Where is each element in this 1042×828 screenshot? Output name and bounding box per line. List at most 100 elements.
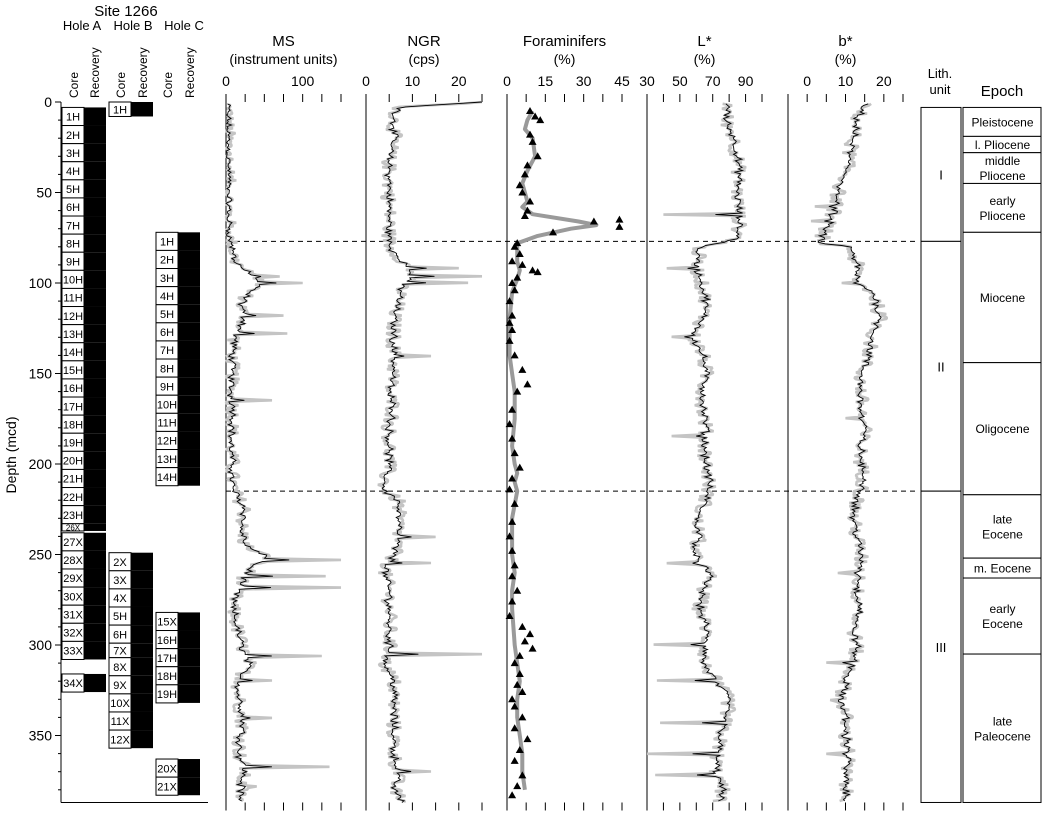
depth-tick-label: 100 <box>29 275 53 291</box>
foraminifers-point <box>513 387 522 395</box>
foraminifers-point <box>526 107 534 115</box>
epoch-label: m. Eocene <box>974 562 1032 576</box>
hole-b-label: Hole B <box>113 18 152 33</box>
foraminifers-point <box>508 474 517 482</box>
recovery-bar <box>84 433 106 452</box>
core-label: 34X <box>63 678 83 690</box>
panel-tick-label: 30 <box>639 73 655 89</box>
panel-title: MS <box>272 33 295 50</box>
recovery-bar <box>131 711 153 731</box>
core-label: 22H <box>63 492 83 504</box>
recovery-bar <box>84 568 106 588</box>
foraminifers-point <box>508 279 517 286</box>
foraminifers-point <box>508 311 517 319</box>
recovery-bar <box>84 252 106 271</box>
foraminifers-point <box>531 112 540 120</box>
recovery-bar <box>84 270 106 289</box>
panel-unit: (%) <box>694 51 716 67</box>
foraminifers-point <box>518 365 527 373</box>
core-label: 2X <box>113 557 127 569</box>
foraminifers-point <box>520 170 529 178</box>
panel-unit: (%) <box>554 51 576 67</box>
depth-tick-label: 50 <box>36 185 52 201</box>
recovery-bar <box>84 216 106 235</box>
panel-tick-label: 20 <box>451 73 467 89</box>
core-label: 13H <box>157 454 177 466</box>
foraminifers-point <box>505 420 514 428</box>
foraminifers-point <box>526 197 534 205</box>
recovery-bar <box>84 161 106 180</box>
recovery-bar <box>131 730 153 749</box>
foraminifers-point <box>505 612 514 620</box>
depth-tick-label: 200 <box>29 456 53 472</box>
epoch-label: Paleocene <box>974 729 1031 743</box>
core-label: 14H <box>63 347 83 359</box>
epoch-box <box>962 362 1042 496</box>
log-panel: b*(%) 0 10 20 <box>787 33 904 811</box>
foraminifers-point <box>549 228 557 236</box>
core-label: 1H <box>66 112 80 124</box>
recovery-bar <box>178 648 200 667</box>
panel-title: b* <box>838 33 852 50</box>
epoch-label: l. Pliocene <box>975 138 1031 152</box>
foraminifers-point <box>505 485 514 493</box>
panel-tick-label: 15 <box>538 73 554 89</box>
core-label: 16H <box>63 383 83 395</box>
foraminifers-point <box>533 268 542 276</box>
foraminifers-point <box>505 318 514 326</box>
lith-header-line2: unit <box>930 82 951 97</box>
epoch-header: Epoch <box>981 83 1024 100</box>
hole-c-core-header: Core <box>161 72 175 98</box>
recovery-bar <box>131 606 153 626</box>
panel-title: NGR <box>407 33 441 50</box>
foraminifers-point <box>515 463 524 471</box>
core-label: 6H <box>160 327 174 339</box>
recovery-bar <box>131 625 153 644</box>
core-label: 26X <box>66 523 81 532</box>
recovery-bar <box>84 550 106 569</box>
recovery-bar <box>131 570 153 589</box>
core-label: 4X <box>113 593 127 605</box>
foraminifers-point <box>589 217 598 225</box>
core-label: 19H <box>157 689 177 701</box>
recovery-bar <box>178 759 200 778</box>
core-label: 17H <box>157 653 177 665</box>
core-label: 8H <box>160 363 174 375</box>
core-label: 5H <box>113 611 127 623</box>
foraminifers-point <box>615 222 624 230</box>
foraminifers-point <box>508 695 517 703</box>
hole-a-recovery-header: Recovery <box>88 47 102 98</box>
recovery-bar <box>84 107 106 126</box>
panel-title: Foraminifers <box>523 33 606 50</box>
recovery-bar <box>84 487 106 506</box>
foraminifers-point <box>510 499 519 507</box>
recovery-bar <box>84 623 106 642</box>
core-label: 7H <box>66 220 80 232</box>
hole-a-core-header: Core <box>67 72 81 98</box>
core-label: 18H <box>63 419 83 431</box>
core-label: 8X <box>113 662 127 674</box>
foraminifers-point <box>515 669 524 677</box>
core-label: 2H <box>66 130 80 142</box>
panel-tick-label: 90 <box>738 73 754 89</box>
foraminifers-point <box>515 745 524 753</box>
recovery-bar <box>84 505 106 524</box>
recovery-bar <box>84 143 106 162</box>
foraminifers-point <box>528 266 537 274</box>
foraminifers-point <box>536 116 545 124</box>
recovery-bar <box>84 532 106 551</box>
core-label: 10H <box>157 399 177 411</box>
core-label: 20H <box>63 456 83 468</box>
panel-tick-label: 50 <box>672 73 688 89</box>
foraminifers-point <box>513 782 522 790</box>
depth-axis: 0 50 100 150 200 250 300 350 <box>29 94 208 803</box>
core-label: 2H <box>160 255 174 267</box>
core-recovery-columns: 1H 2H 3H 4H 5H 6H 7H 8H 9H 10H 11H 12H 13H 14H 15H 16H 1… <box>61 101 200 796</box>
recovery-bar <box>178 304 200 323</box>
depth-tick-label: 150 <box>29 366 53 382</box>
core-label: 21H <box>63 474 83 486</box>
recovery-bar <box>84 587 106 606</box>
epoch-box <box>962 106 1042 137</box>
